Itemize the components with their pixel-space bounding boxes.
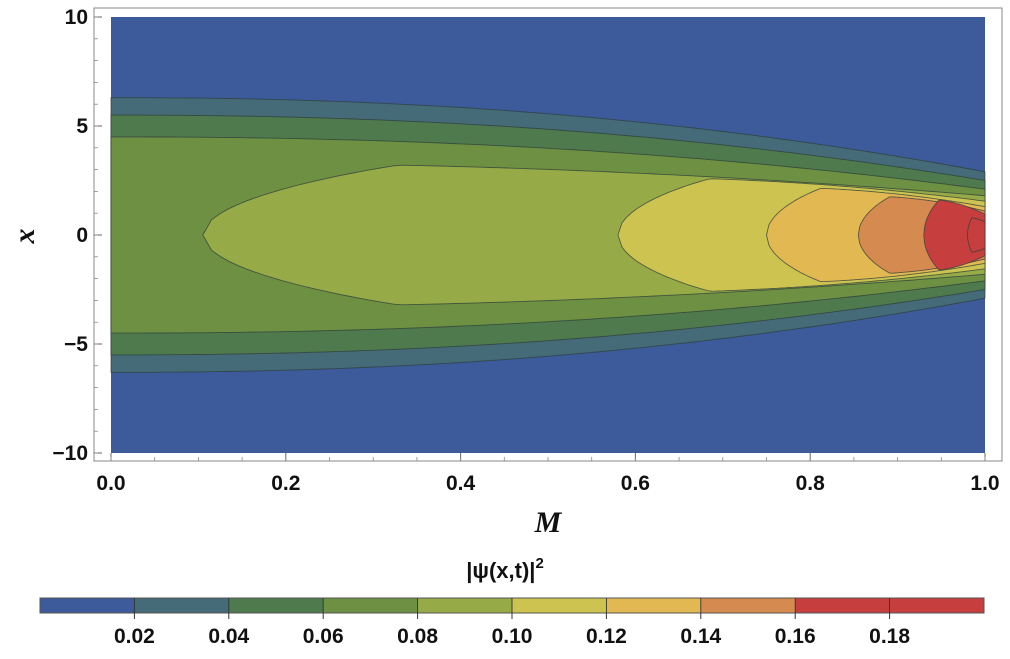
legend-tick-label: 0.08 — [397, 625, 438, 648]
x-tick-label: 0.0 — [96, 472, 125, 495]
x-tick-label: 0.8 — [796, 472, 826, 495]
legend-tick-label: 0.02 — [114, 625, 155, 648]
legend-swatch — [323, 598, 418, 613]
x-axis-ticks: 0.0 0.2 0.4 0.6 0.8 1.0 — [96, 453, 1000, 495]
y-tick-label: 10 — [65, 6, 88, 29]
legend-tick-label: 0.04 — [208, 625, 249, 648]
legend-swatch — [417, 598, 512, 613]
x-tick-label: 0.6 — [621, 472, 650, 495]
legend-swatch — [889, 598, 984, 613]
legend-tick-label: 0.12 — [586, 625, 627, 648]
legend-swatch — [40, 598, 135, 613]
legend-title: |ψ(x,t)|2 — [466, 555, 544, 583]
y-axis-title: x — [8, 229, 41, 245]
y-tick-label: −5 — [64, 333, 88, 356]
x-tick-label: 0.2 — [271, 472, 300, 495]
legend-swatch — [134, 598, 229, 613]
x-tick-label: 1.0 — [970, 472, 999, 495]
x-tick-label: 0.4 — [446, 472, 476, 495]
legend-tick-label: 0.10 — [492, 625, 533, 648]
contour-band-0.18 — [967, 217, 986, 253]
legend-swatch — [606, 598, 701, 613]
legend-tick-label: 0.06 — [303, 625, 344, 648]
legend-tick-label: 0.14 — [680, 625, 721, 648]
contour-bands — [110, 17, 986, 453]
y-tick-label: 0 — [76, 224, 88, 247]
legend-swatch — [795, 598, 890, 613]
y-axis-ticks: 10 5 0 −5 −10 — [52, 6, 102, 465]
legend-swatch — [700, 598, 796, 613]
legend-tick-label: 0.16 — [775, 625, 816, 648]
y-tick-label: −10 — [52, 442, 88, 465]
legend-tick-label: 0.18 — [869, 625, 910, 648]
color-legend-bar: 0.02 0.04 0.06 0.08 0.10 0.12 0.14 0.16 0.18 — [39, 597, 985, 648]
legend-swatch — [228, 598, 324, 613]
y-tick-label: 5 — [76, 115, 88, 138]
x-axis-title: M — [534, 506, 563, 539]
legend-swatch — [512, 598, 607, 613]
